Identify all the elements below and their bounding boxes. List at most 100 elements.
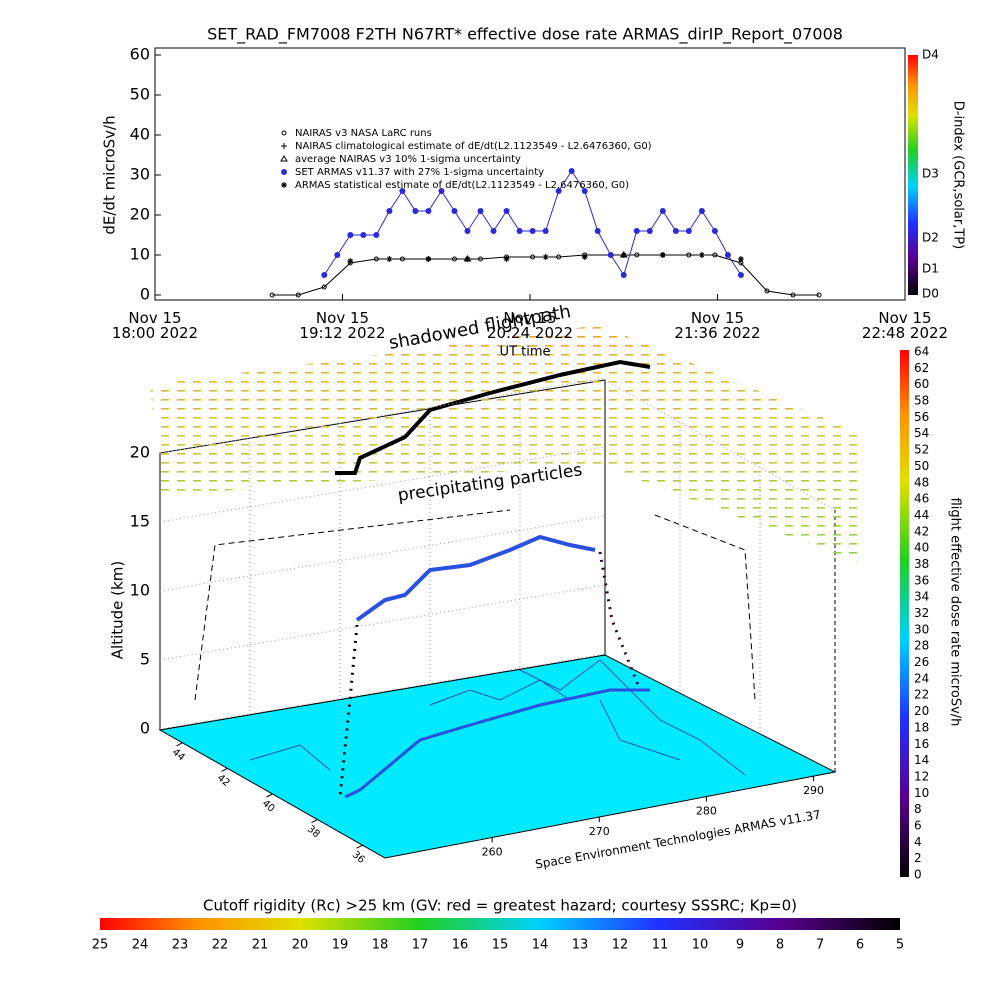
marker [529, 228, 536, 234]
dose-colorbar [900, 350, 909, 877]
x-axis-label: UT time [500, 345, 551, 360]
marker [711, 228, 718, 234]
marker [295, 292, 301, 298]
marker [542, 228, 549, 234]
colorbar-tick-label: 38 [914, 557, 929, 571]
colorbar-tick-label: 44 [914, 508, 929, 522]
colorbar-tick-label: 9 [736, 938, 744, 953]
colorbar-tick-label: 17 [412, 938, 429, 953]
marker [451, 256, 457, 262]
y-tick-label: 42 [215, 772, 232, 789]
colorbar-tick-label: 2 [914, 851, 922, 865]
marker [646, 228, 653, 234]
grid-line [159, 515, 606, 592]
marker [280, 155, 288, 162]
colorbar-tick-label: 18 [914, 720, 929, 734]
colorbar-tick-label: D2 [922, 231, 939, 245]
colorbar-tick-label: D4 [922, 48, 939, 62]
colorbar-label: D-index (GCR,solar,TP) [951, 101, 966, 249]
z-tick-label: 15 [130, 512, 150, 531]
marker [698, 208, 705, 214]
colorbar-tick-label: 64 [914, 345, 929, 359]
marker [347, 258, 354, 264]
marker [530, 254, 536, 260]
colorbar-tick-label: 7 [816, 938, 824, 953]
marker [425, 256, 432, 262]
colorbar-tick-label: D3 [922, 167, 939, 181]
marker [438, 188, 445, 194]
marker [281, 182, 287, 188]
marker [464, 228, 471, 234]
marker [712, 252, 718, 258]
marker [412, 208, 419, 214]
marker [607, 252, 614, 258]
marker [321, 284, 327, 290]
marker [464, 256, 471, 262]
marker [347, 232, 354, 238]
colorbar-tick-label: 15 [492, 938, 509, 953]
colorbar-tick-label: 60 [914, 377, 929, 391]
colorbar-tick-label: 52 [914, 443, 929, 457]
y-tick-label: 30 [130, 165, 150, 184]
colorbar-tick-label: 19 [332, 938, 349, 953]
marker [620, 272, 627, 278]
y-tick-label: 40 [130, 125, 150, 144]
colorbar-tick-label: 0 [914, 868, 922, 882]
marker [360, 232, 367, 238]
marker [399, 256, 405, 262]
marker [269, 292, 275, 298]
colorbar-tick-label: 58 [914, 394, 929, 408]
y-tick-label: 10 [130, 245, 150, 264]
legend-label: ARMAS statistical estimate of dE/dt(L2.1… [295, 180, 629, 191]
z-tick-label: 0 [140, 719, 150, 738]
colorbar-tick-label: 11 [652, 938, 669, 953]
x-tick-label: Nov 15 21:36 2022 [674, 309, 760, 342]
colorbar-tick-label: 12 [612, 938, 629, 953]
colorbar-tick-label: 14 [914, 753, 929, 767]
colorbar-tick-label: 6 [856, 938, 864, 953]
colorbar-tick-label: 8 [914, 802, 922, 816]
colorbar-tick-label: 28 [914, 639, 929, 653]
marker [686, 252, 692, 258]
colorbar-tick-label: 36 [914, 573, 929, 587]
marker [724, 252, 731, 258]
marker [373, 256, 379, 262]
colorbar-label: flight effective dose rate microSv/h [948, 498, 963, 727]
shadowed-flightpath [335, 359, 651, 475]
y-tick-label: 38 [305, 824, 322, 841]
grid-line [159, 446, 606, 523]
marker [594, 228, 601, 234]
d-index-colorbar [908, 55, 918, 295]
colorbar-tick-label: 46 [914, 492, 929, 506]
colorbar-tick-label: 42 [914, 524, 929, 538]
colorbar-tick-label: D0 [922, 287, 939, 301]
colorbar-tick-label: 20 [914, 704, 929, 718]
coastlines [249, 659, 746, 776]
marker [659, 208, 666, 214]
marker [764, 288, 770, 294]
title: SET_RAD_FM7008 F2TH N67RT* effective dos… [207, 25, 843, 45]
legend-label: SET ARMAS v11.37 with 27% 1-sigma uncert… [295, 167, 544, 178]
marker [386, 256, 393, 262]
marker [386, 208, 393, 214]
y-tick-label: 60 [130, 45, 150, 64]
colorbar-tick-label: 62 [914, 361, 929, 375]
marker [503, 208, 510, 214]
colorbar-tick-label: 21 [252, 938, 269, 953]
marker [281, 143, 287, 149]
colorbar-label: Cutoff rigidity (Rc) >25 km (GV: red = g… [203, 897, 797, 915]
colorbar-tick-label: 23 [172, 938, 189, 953]
marker [581, 188, 588, 194]
y-tick-label: 50 [130, 85, 150, 104]
z-tick-label: 10 [130, 581, 150, 600]
colorbar-tick-label: 6 [914, 818, 922, 832]
marker [556, 254, 562, 260]
x-tick-label: Nov 15 22:48 2022 [862, 309, 948, 342]
ground-track [344, 688, 650, 799]
colorbar-tick-label: 8 [776, 938, 784, 953]
y-tick-label: 20 [130, 205, 150, 224]
marker [581, 254, 588, 260]
z-tick-label: 5 [140, 650, 150, 669]
colorbar-tick-label: 34 [914, 590, 929, 604]
